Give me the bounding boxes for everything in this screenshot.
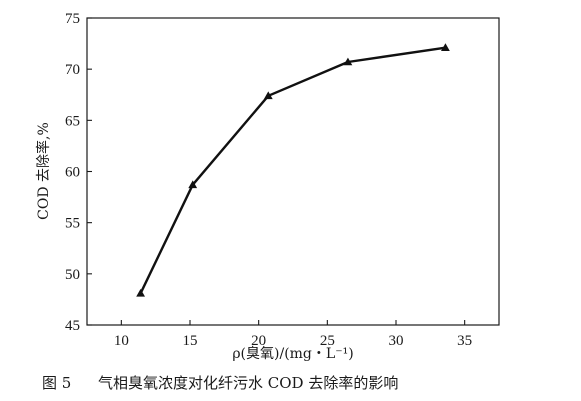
y-tick-label: 70 (65, 62, 80, 78)
x-tick-label: 25 (320, 333, 335, 349)
y-tick-label: 65 (65, 113, 80, 129)
data-point-marker (263, 91, 273, 100)
x-axis: 10 15 20 25 30 35 (114, 320, 472, 349)
data-point-marker (441, 43, 450, 51)
series-line (139, 46, 446, 294)
y-axis-title: COD 去除率,% (35, 122, 52, 220)
x-tick-label: 30 (389, 333, 404, 349)
data-point-marker (343, 57, 353, 66)
y-tick-label: 45 (65, 318, 80, 334)
line-chart: 10 15 20 25 30 35 45 50 55 60 65 70 75 ρ(臭氧)/(mg・L⁻… (35, 11, 500, 362)
data-point-marker (188, 180, 198, 189)
series-markers (136, 43, 450, 297)
x-axis-title: ρ(臭氧)/(mg・L⁻¹) (232, 346, 353, 362)
y-tick-label: 60 (65, 165, 80, 181)
y-tick-label: 50 (65, 267, 80, 283)
data-point-marker (136, 288, 145, 297)
x-tick-label: 35 (457, 333, 472, 349)
x-tick-label: 20 (251, 333, 266, 349)
y-axis: 45 50 55 60 65 70 75 (65, 11, 92, 334)
figure-caption-text: 气相臭氧浓度对化纤污水 COD 去除率的影响 (98, 374, 398, 392)
x-tick-label: 15 (183, 333, 198, 349)
y-tick-label: 75 (65, 11, 80, 27)
y-tick-label: 55 (65, 216, 80, 232)
x-tick-label: 10 (114, 333, 129, 349)
figure-caption-number: 图 5 (42, 374, 71, 392)
